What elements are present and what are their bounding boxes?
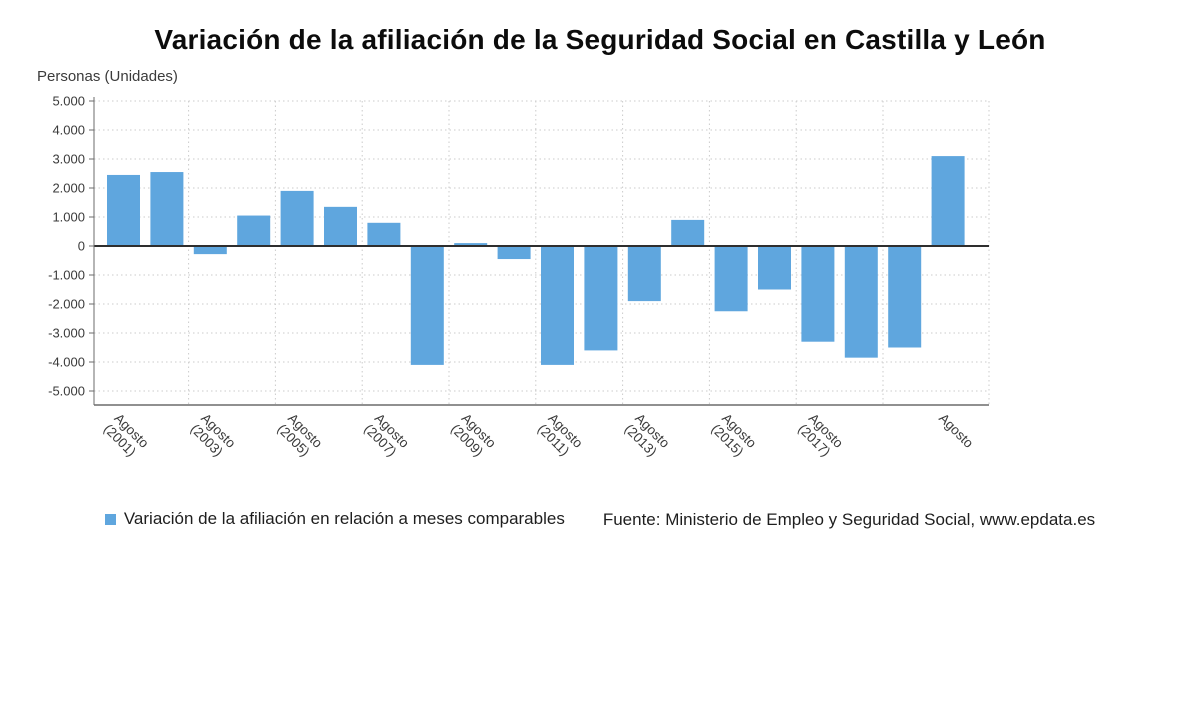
bar-Agosto (2007): [367, 222, 401, 246]
bar-Agosto (2018): [844, 246, 878, 358]
bar-Agosto (2011): [541, 246, 574, 365]
y-tick-label: 4.000: [52, 123, 85, 138]
source-text: Fuente: Ministerio de Empleo y Seguridad…: [602, 509, 1096, 529]
legend-row: Variación de la afiliación en relación a…: [0, 509, 1200, 530]
bar-Agosto (2003): [193, 246, 227, 255]
bar-Agosto (2012): [584, 246, 618, 351]
y-tick-label: 3.000: [52, 152, 85, 167]
bar-Agosto (2010): [497, 246, 531, 260]
chart-page: Variación de la afiliación de la Segurid…: [0, 24, 1200, 705]
y-tick-label: -4.000: [48, 355, 85, 370]
x-tick-label: Agosto(2005): [274, 411, 325, 462]
bar-Agosto (2002): [150, 172, 184, 246]
legend-label: Variación de la afiliación en relación a…: [123, 509, 565, 528]
bar-Agosto (2017): [801, 246, 835, 342]
bar-Agosto (2015): [714, 246, 748, 312]
page-title: Variación de la afiliación de la Segurid…: [154, 24, 1046, 55]
y-tick-label: 5.000: [52, 94, 85, 109]
x-tick-label: Agosto(2009): [448, 411, 499, 462]
y-tick-label: -2.000: [48, 297, 85, 312]
x-tick-label: Agosto(2003): [188, 411, 239, 462]
bar-Agosto (2001): [107, 174, 140, 246]
x-tick-label: Agosto(2001): [101, 411, 152, 462]
legend-item: Variación de la afiliación en relación a…: [104, 509, 565, 529]
y-tick-label: 1.000: [52, 210, 85, 225]
bar-Agosto (2008): [410, 246, 444, 365]
y-tick-label: 2.000: [52, 181, 85, 196]
y-tick-label: -1.000: [48, 268, 85, 283]
bar-chart: -5.000 -4.000 -3.000 -2.000 -1.000 0 1.000 2.00…: [48, 94, 990, 462]
bar-Agosto (2005): [280, 190, 314, 246]
bar-Agosto (2006): [324, 206, 357, 246]
y-tick-label: -5.000: [48, 384, 85, 399]
y-tick-label: 0: [78, 239, 85, 254]
bar-Agosto (2009): [454, 243, 488, 246]
y-axis-title: Personas (Unidades): [37, 68, 178, 85]
bar-Agosto (2013): [627, 246, 661, 302]
bar-Agosto (2020): [931, 156, 965, 246]
y-tick-label: -3.000: [48, 326, 85, 341]
x-tick-label: Agosto(2011): [535, 411, 586, 462]
bar-Agosto (2016): [758, 246, 791, 290]
bar-Agosto (2014): [671, 219, 705, 246]
x-tick-label: Agosto: [936, 411, 976, 451]
x-tick-label: Agosto(2013): [622, 411, 673, 462]
x-tick-label: Agosto(2017): [795, 411, 846, 462]
x-tick-label: Agosto(2007): [361, 411, 412, 462]
bar-Agosto (2019): [888, 246, 922, 348]
bar-Agosto (2004): [237, 215, 271, 246]
legend-swatch-icon: [104, 513, 116, 525]
x-tick-label: Agosto(2015): [708, 411, 759, 462]
